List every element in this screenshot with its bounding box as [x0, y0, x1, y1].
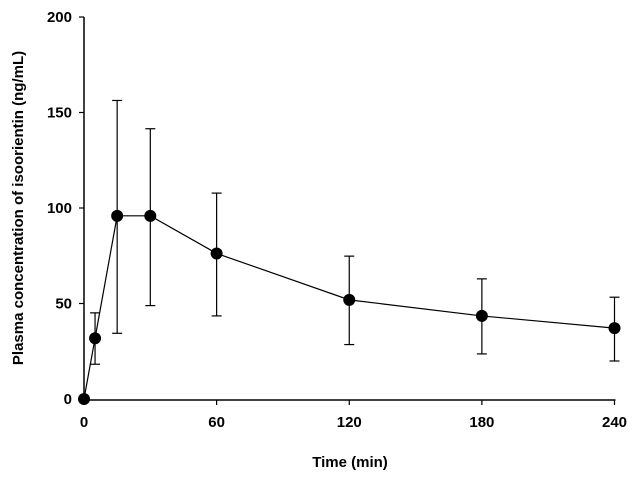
- data-point: [608, 322, 621, 335]
- x-tick-label: 180: [469, 414, 494, 431]
- data-point: [144, 209, 157, 222]
- y-axis-label: Plasma concentration of isoorientin (ng/…: [10, 51, 27, 365]
- data-point: [210, 247, 223, 260]
- data-point: [111, 209, 124, 222]
- x-tick-label: 240: [602, 414, 627, 431]
- data-point: [475, 309, 488, 322]
- x-tick-label: 0: [80, 414, 88, 431]
- y-tick-label: 150: [47, 105, 72, 122]
- x-tick-label: 120: [337, 414, 362, 431]
- data-point: [343, 293, 356, 306]
- data-points: [78, 209, 621, 405]
- x-tick-label: 60: [208, 414, 225, 431]
- y-tick-label: 0: [64, 391, 72, 408]
- series-line: [83, 215, 615, 400]
- y-tick-label: 50: [55, 296, 72, 313]
- y-tick-label: 100: [47, 200, 72, 217]
- x-axis-label: Time (min): [312, 454, 388, 471]
- series-polyline: [83, 215, 615, 400]
- error-bars: [90, 99, 620, 365]
- data-point: [78, 393, 90, 405]
- axes: 0 50 100 150 200 0 60 120 180 240: [47, 9, 627, 431]
- y-tick-label: 200: [47, 9, 72, 26]
- data-point: [89, 332, 102, 345]
